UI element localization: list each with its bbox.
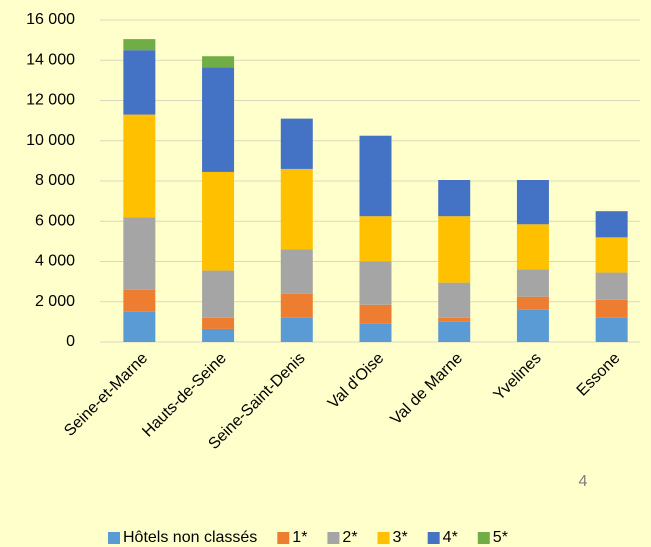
bar-segment [595,237,628,273]
bar-segment [202,171,235,271]
y-tick-label: 16 000 [26,11,75,28]
bar-segment [359,323,392,342]
bar-segment [202,317,235,329]
bar-segment [123,289,156,312]
bar-segment [438,282,471,318]
bar-segment [280,293,313,318]
bar-segment [595,299,628,318]
y-tick-label: 6 000 [35,212,75,229]
legend-label: Hôtels non classés [123,529,257,546]
bar-segment [438,216,471,283]
y-tick-label: 4 000 [35,253,75,270]
bar-segment [438,321,471,342]
bar-segment [516,269,549,297]
bar-segment [280,168,313,250]
bar-segment [123,114,156,218]
x-tick-label: Val de Marne [388,350,467,429]
x-tick-label: Hauts-de-Seine [139,350,230,441]
bar-segment [359,304,392,324]
bar-segment [438,317,471,322]
bar-segment [202,67,235,172]
legend-swatch [327,532,340,544]
bar-segment [280,317,313,342]
legend-label: 5* [493,529,508,546]
bar-segment [123,311,156,342]
bar-segment [280,118,313,169]
legend-swatch [277,532,290,544]
bar-segment [202,270,235,318]
x-tick-label: Seine-et-Marne [61,350,151,440]
x-tick-label: Yvelines [491,350,545,404]
bar-segment [202,328,235,342]
bar-segment [516,179,549,225]
bar-segment [595,272,628,300]
bar-segment [359,261,392,305]
bar-segment [359,135,392,217]
y-tick-label: 10 000 [26,132,75,149]
legend-swatch [377,532,390,544]
y-tick-label: 14 000 [26,51,75,68]
bar-segment [202,56,235,68]
legend-label: 1* [292,529,307,546]
bar-segment [280,249,313,294]
bar-segment [516,224,549,270]
x-tick-label: Val d'Oise [325,350,387,412]
bar-segment [123,50,156,115]
bar-segment [123,39,156,51]
bar-segment [359,216,392,262]
x-tick-label: Essone [574,350,624,400]
bar-segment [595,211,628,238]
y-tick-label: 2 000 [35,293,75,310]
legend-swatch [108,532,120,544]
bar-segment [123,217,156,290]
y-tick-label: 12 000 [26,92,75,109]
legend-swatch [477,532,490,544]
annotation: 4 [579,473,588,490]
bar-segment [595,317,628,342]
legend-label: 2* [342,529,357,546]
legend-label: 4* [443,529,458,546]
bar-segment [516,309,549,342]
y-tick-label: 0 [66,333,75,350]
y-tick-label: 8 000 [35,172,75,189]
legend-swatch [427,532,440,544]
bar-segment [516,296,549,310]
bar-segment [438,179,471,217]
legend-label: 3* [393,529,408,546]
